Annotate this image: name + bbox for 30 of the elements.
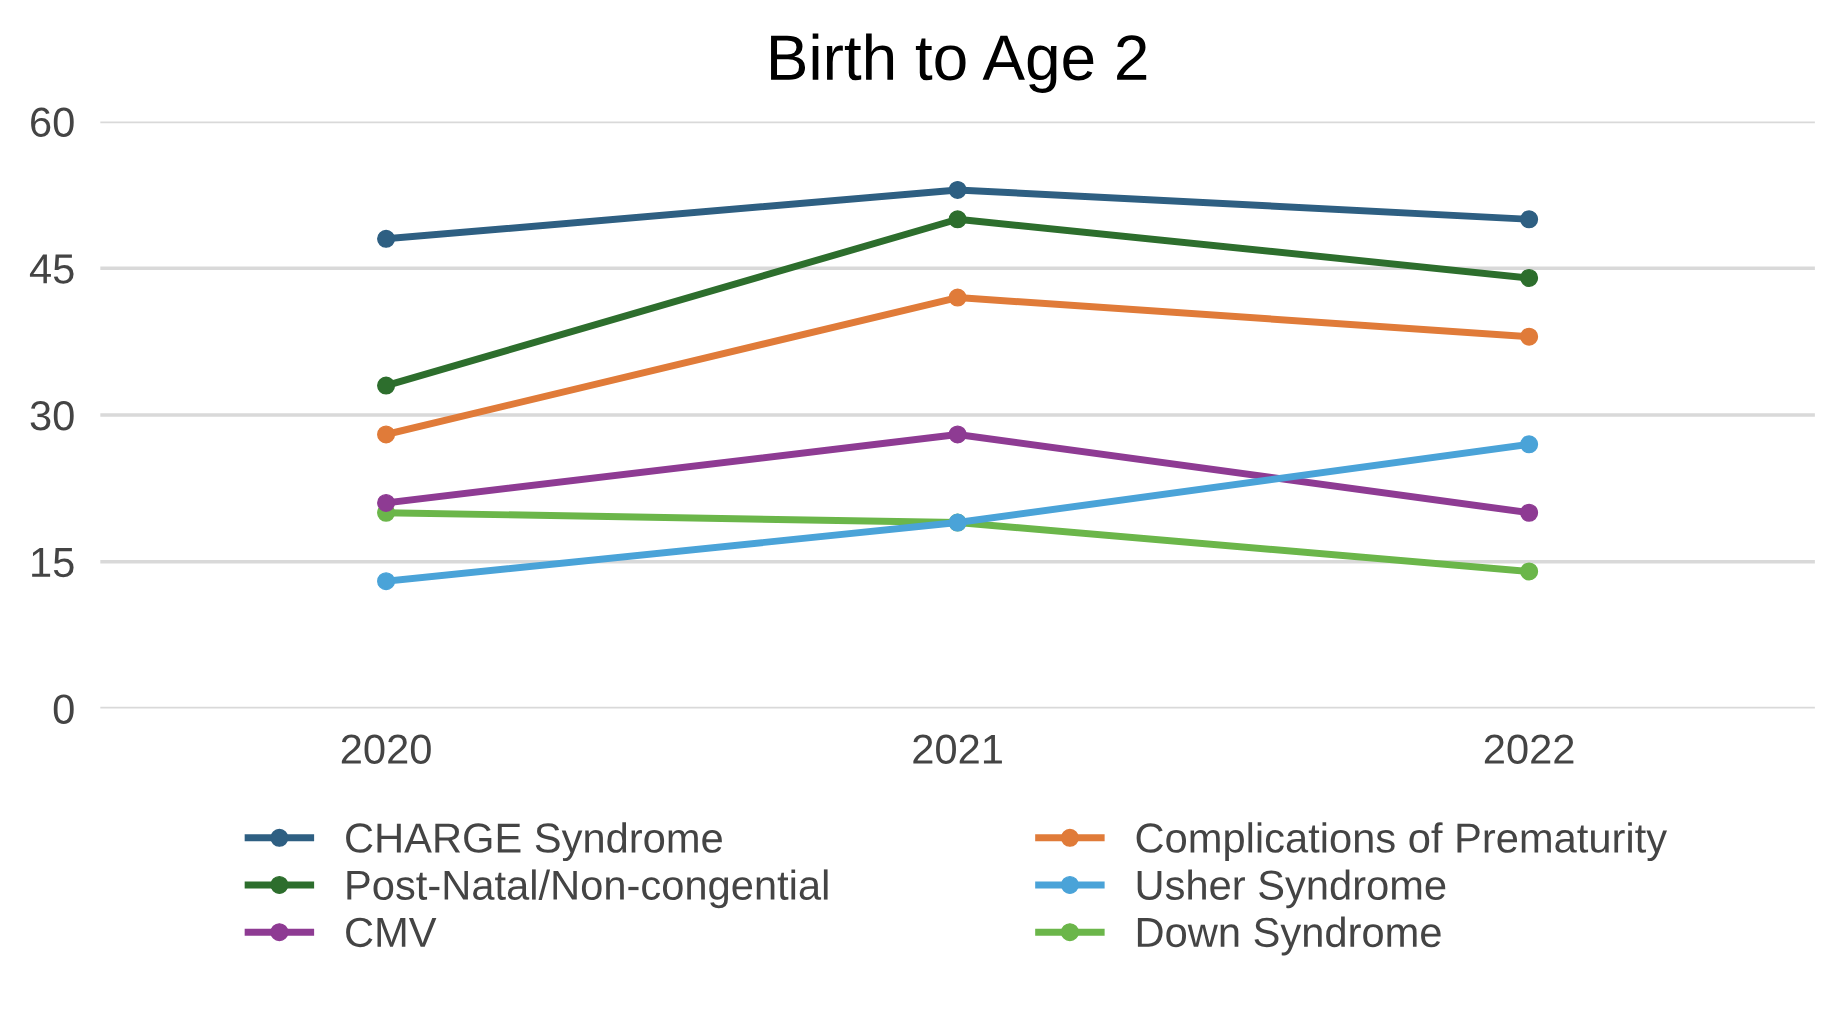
legend-label: CHARGE Syndrome xyxy=(346,822,722,862)
point xyxy=(377,572,396,591)
y-tick-label: 0 xyxy=(53,694,74,724)
point xyxy=(948,210,967,229)
point xyxy=(1520,268,1539,287)
legend-label: Complications of Prematurity xyxy=(1136,822,1667,862)
point xyxy=(1520,503,1539,522)
point xyxy=(1520,562,1539,581)
point xyxy=(377,229,396,248)
point xyxy=(1520,327,1539,346)
x-tick-label: 2020 xyxy=(341,734,431,765)
legend-label: CMV xyxy=(346,917,437,948)
chart-title: Birth to Age 2 xyxy=(771,33,1147,94)
y-tick-label: 30 xyxy=(30,400,74,431)
y-tick-label: 15 xyxy=(32,548,74,578)
legend-label: Post-Natal/Non-congential xyxy=(347,869,828,909)
y-tick-label: 45 xyxy=(29,254,74,284)
point xyxy=(1520,210,1539,229)
point xyxy=(377,425,396,444)
legend-label: Down Syndrome xyxy=(1137,916,1441,956)
point xyxy=(1520,435,1539,454)
point xyxy=(948,180,967,199)
legend-label: Usher Syndrome xyxy=(1137,869,1446,909)
x-tick-label: 2022 xyxy=(1484,734,1574,765)
point xyxy=(377,376,396,395)
x-tick-label: 2021 xyxy=(913,734,1002,765)
point xyxy=(948,425,967,444)
point xyxy=(948,288,967,307)
point xyxy=(377,493,396,512)
y-tick-label: 60 xyxy=(31,107,74,137)
